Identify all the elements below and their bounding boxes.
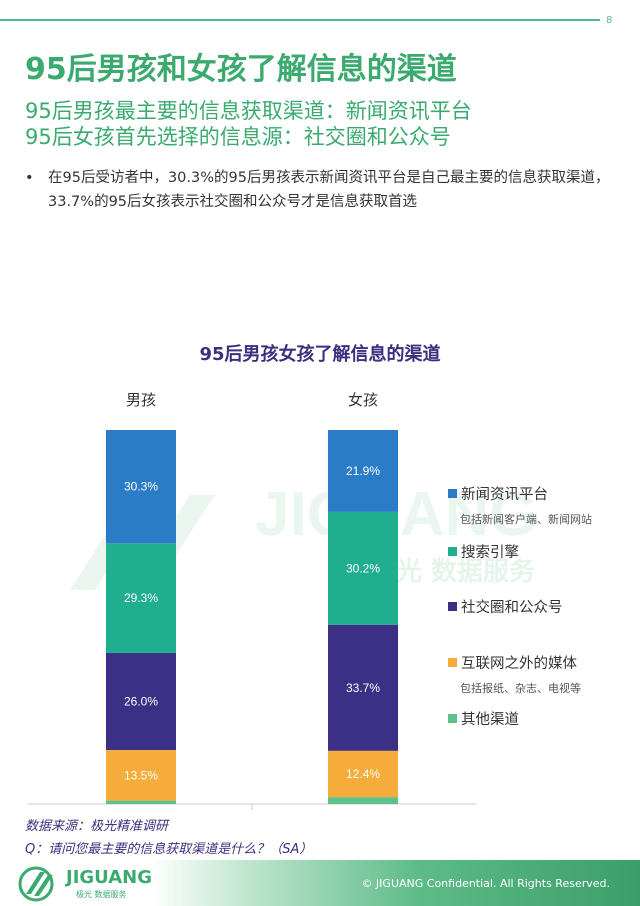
bar-segment	[106, 543, 176, 653]
bar-segment	[328, 430, 398, 512]
bar-segment	[106, 800, 176, 804]
page-title: 95后男孩和女孩了解信息的渠道	[25, 52, 457, 87]
legend-item: 社交圈和公众号	[448, 596, 563, 617]
data-label: 12.4%	[346, 767, 380, 781]
legend-swatch	[448, 602, 457, 611]
data-label: 29.3%	[124, 591, 158, 605]
data-source: 数据来源：极光精准调研	[25, 819, 169, 834]
legend-item: 其他渠道	[448, 708, 519, 729]
page-number: 8	[606, 15, 613, 26]
bar-segment	[328, 511, 398, 625]
data-label: 33.7%	[346, 681, 380, 695]
bullet-paragraph: • 在95后受访者中，30.3%的95后男孩表示新闻资讯平台是自己最主要的信息获…	[25, 166, 620, 214]
bullet-text: 在95后受访者中，30.3%的95后男孩表示新闻资讯平台是自己最主要的信息获取渠…	[48, 170, 610, 210]
bar-segment	[328, 750, 398, 798]
bar-segment	[106, 430, 176, 544]
chart-title: 95后男孩女孩了解信息的渠道	[199, 344, 441, 365]
legend-note: 包括报纸、杂志、电视等	[460, 682, 581, 695]
legend-label: 互联网之外的媒体	[461, 656, 577, 672]
data-label: 30.3%	[124, 480, 158, 494]
legend-label: 新闻资讯平台	[461, 487, 548, 503]
legend-item: 互联网之外的媒体	[448, 652, 577, 673]
subtitle-boys: 95后男孩最主要的信息获取渠道：新闻资讯平台	[25, 99, 472, 123]
copyright-text: © JIGUANG Confidential. All Rights Reser…	[361, 877, 610, 890]
legend-note: 包括新闻客户端、新闻网站	[460, 513, 592, 526]
survey-question: Q：请问您最主要的信息获取渠道是什么？（SA）	[25, 842, 313, 857]
legend-swatch	[448, 489, 457, 498]
legend-label: 搜索引擎	[461, 545, 519, 561]
data-label: 21.9%	[346, 464, 380, 478]
bar-segment	[328, 797, 398, 804]
legend-swatch	[448, 714, 457, 723]
legend-label: 社交圈和公众号	[461, 600, 563, 616]
category-label: 女孩	[348, 391, 378, 409]
legend-item: 搜索引擎	[448, 541, 519, 562]
legend-label: 其他渠道	[461, 712, 519, 728]
bullet-dot: •	[25, 170, 34, 186]
bar-segment	[106, 750, 176, 801]
bar-segment	[106, 652, 176, 751]
header-rule	[0, 19, 600, 21]
legend-swatch	[448, 547, 457, 556]
jiguang-logo: JIGUANG 极光 数据服务	[18, 866, 158, 902]
footer-band	[150, 860, 640, 906]
stacked-bar-chart: 男孩 30.3% 29.3% 26.0% 13.5% 女孩 21.9% 30.2% 33.7% 1…	[28, 391, 476, 810]
legend-item: 新闻资讯平台	[448, 483, 548, 504]
logo-text: JIGUANG	[66, 867, 153, 888]
footer: JIGUANG 极光 数据服务 © JIGUANG Confidential. …	[0, 860, 640, 906]
data-label: 13.5%	[124, 768, 158, 782]
data-label: 30.2%	[346, 561, 380, 575]
jiguang-logo-icon	[18, 866, 54, 902]
bar-segment	[328, 624, 398, 751]
subtitle-girls: 95后女孩首先选择的信息源：社交圈和公众号	[25, 125, 451, 149]
logo-subtext: 极光 数据服务	[76, 890, 127, 899]
data-label: 26.0%	[124, 695, 158, 709]
legend-swatch	[448, 658, 457, 667]
category-label: 男孩	[126, 391, 156, 409]
